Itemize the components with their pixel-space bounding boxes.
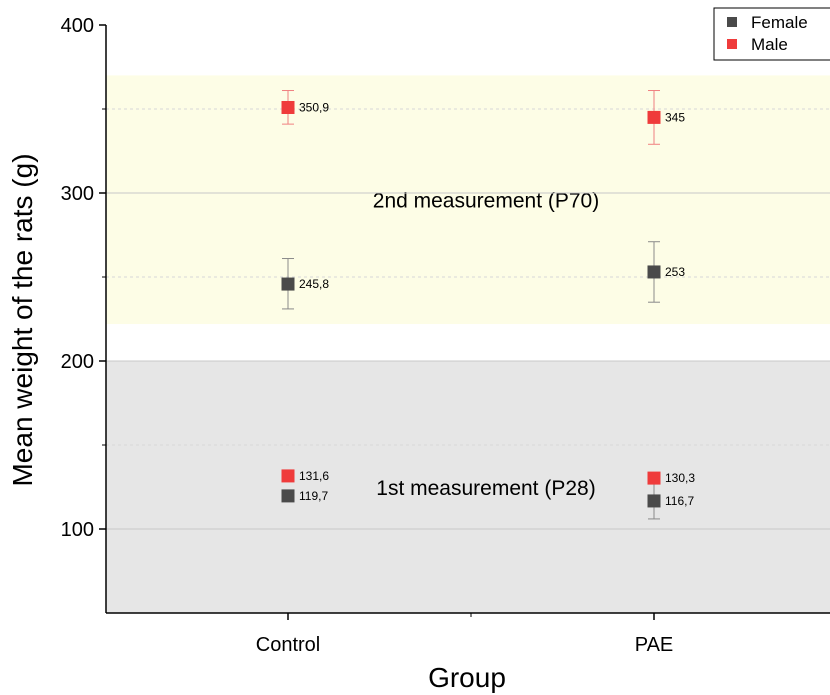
legend-marker-female (727, 17, 737, 27)
male-data-label: 130,3 (665, 471, 695, 485)
legend-box (713, 7, 830, 61)
y-tick-label: 400 (61, 15, 94, 37)
legend-label-male: Male (751, 35, 788, 54)
data-points: 119,7 116,7 245,8 253 131,6 130,3 350,9 345 (281, 100, 695, 508)
band-label-1: 1st measurement (P28) (376, 477, 595, 500)
x-tick-label: PAE (635, 634, 674, 656)
female-data-label: 116,7 (665, 494, 694, 508)
legend: Female Male (713, 7, 830, 61)
y-tick-label: 200 (61, 351, 94, 373)
legend-marker-male (727, 39, 737, 49)
male-point (281, 469, 295, 483)
band-label-2: 2nd measurement (P70) (373, 190, 599, 213)
male-point (647, 471, 661, 485)
y-tick-label: 300 (61, 183, 94, 205)
grid-lines (106, 108, 830, 530)
male-data-label: 131,6 (299, 469, 329, 483)
female-point (647, 265, 661, 279)
legend-label-female: Female (751, 13, 808, 32)
x-tick-label: Control (256, 634, 320, 656)
female-data-label: 253 (665, 265, 685, 279)
axes: 100 200 300 400 Control PAE (61, 15, 830, 656)
y-tick-label: 100 (61, 519, 94, 541)
female-point (281, 277, 295, 291)
band-2 (106, 75, 830, 325)
female-data-label: 245,8 (299, 277, 329, 291)
band-1 (106, 361, 830, 613)
y-axis-label: Mean weight of the rats (g) (7, 153, 38, 486)
male-data-label: 345 (665, 110, 685, 124)
male-data-label: 350,9 (299, 100, 329, 114)
x-axis-label: Group (428, 662, 506, 693)
female-data-label: 119,7 (299, 489, 328, 503)
male-point (281, 100, 295, 114)
male-point (647, 110, 661, 124)
measurement-bands: 1st measurement (P28) 2nd measurement (P7… (106, 75, 830, 613)
female-point (281, 489, 295, 503)
female-point (647, 494, 661, 508)
